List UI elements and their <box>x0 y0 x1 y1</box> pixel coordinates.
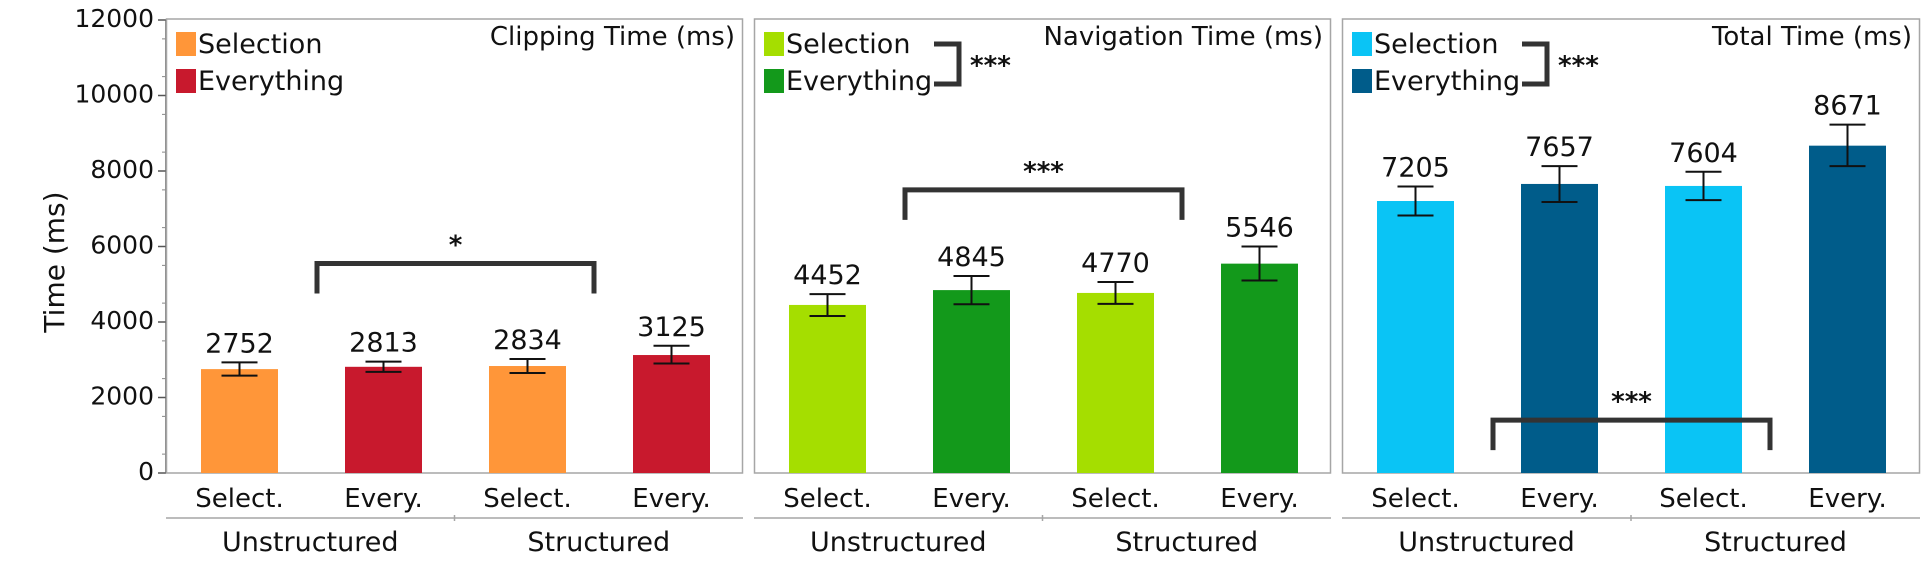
legend-label: Everything <box>1374 66 1520 97</box>
category-label: Select. <box>195 484 283 514</box>
legend-swatch <box>176 69 196 93</box>
value-label: 2752 <box>205 328 274 359</box>
y-tick-label: 10000 <box>74 80 154 109</box>
category-label: Select. <box>1071 484 1159 514</box>
category-label: Every. <box>1520 484 1598 514</box>
y-axis: 0 2000 4000 6000 8000 10000 12000 <box>74 4 167 486</box>
value-label: 3125 <box>637 312 706 343</box>
legend-significance-bracket <box>1522 41 1550 87</box>
value-label: 4770 <box>1081 248 1150 279</box>
category-label: Select. <box>483 484 571 514</box>
value-label: 4845 <box>937 242 1006 273</box>
legend-swatch <box>176 32 196 56</box>
value-label: 7205 <box>1381 152 1450 183</box>
group-label: Structured <box>1704 527 1847 558</box>
panel-1: Clipping Time (ms) Selection Everything 275… <box>165 18 744 558</box>
group-label: Unstructured <box>222 527 399 558</box>
y-tick-label: 4000 <box>90 306 154 335</box>
panel-title: Total Time (ms) <box>1711 22 1912 52</box>
value-label: 2813 <box>349 328 418 359</box>
category-label: Every. <box>1220 484 1298 514</box>
significance-label: *** <box>1023 157 1064 187</box>
group-label: Structured <box>527 527 670 558</box>
legend-label: Everything <box>198 66 344 97</box>
value-label: 7657 <box>1525 132 1594 163</box>
value-label: 4452 <box>793 260 862 291</box>
category-label: Every. <box>632 484 710 514</box>
chart-panels: Clipping Time (ms) Selection Everything 275… <box>165 18 1921 558</box>
bar <box>1077 292 1154 473</box>
group-label: Unstructured <box>810 527 987 558</box>
category-label: Every. <box>932 484 1010 514</box>
bar <box>345 366 422 473</box>
y-tick-label: 12000 <box>74 4 154 33</box>
value-label: 7604 <box>1669 138 1738 169</box>
y-tick-label: 6000 <box>90 231 154 260</box>
bar <box>1377 201 1454 474</box>
legend-swatch <box>1352 69 1372 93</box>
bar <box>1521 183 1598 474</box>
bar <box>789 304 866 473</box>
value-label: 2834 <box>493 325 562 356</box>
panel-2: Navigation Time (ms) Selection Everything *… <box>753 18 1332 558</box>
legend-swatch <box>1352 32 1372 56</box>
bar <box>1665 185 1742 473</box>
category-label: Select. <box>1659 484 1747 514</box>
panel-3: Total Time (ms) Selection Everything *** 720… <box>1341 18 1921 558</box>
significance-bracket <box>314 260 597 294</box>
category-label: Select. <box>783 484 871 514</box>
plot-frame <box>753 18 1332 474</box>
category-label: Every. <box>344 484 422 514</box>
legend-swatch <box>764 69 784 93</box>
y-tick-label: 8000 <box>90 155 154 184</box>
significance-bracket <box>1490 417 1773 451</box>
legend-label: Selection <box>1374 29 1498 60</box>
panel-title: Clipping Time (ms) <box>490 22 735 52</box>
value-label: 5546 <box>1225 213 1294 244</box>
category-label: Every. <box>1808 484 1886 514</box>
plot-frame <box>1341 18 1921 474</box>
bar <box>1809 145 1886 474</box>
group-label: Structured <box>1115 527 1258 558</box>
bar <box>1221 263 1298 473</box>
legend-label: Selection <box>198 29 322 60</box>
category-label: Select. <box>1371 484 1459 514</box>
legend-significance-label: *** <box>1558 51 1599 81</box>
legend-label: Everything <box>786 66 932 97</box>
significance-label: *** <box>1611 387 1652 417</box>
panel-title: Navigation Time (ms) <box>1043 22 1323 52</box>
bar <box>489 366 566 473</box>
legend-swatch <box>764 32 784 56</box>
plot-frame <box>165 18 744 474</box>
legend-label: Selection <box>786 29 910 60</box>
bar <box>933 290 1010 473</box>
bar <box>633 355 710 473</box>
y-tick-label: 2000 <box>90 382 154 411</box>
legend-significance-label: *** <box>970 51 1011 81</box>
legend-significance-bracket <box>934 41 962 87</box>
y-tick-label: 0 <box>138 457 154 486</box>
bar <box>201 369 278 473</box>
significance-label: * <box>449 230 463 260</box>
value-label: 8671 <box>1813 91 1882 122</box>
group-label: Unstructured <box>1398 527 1575 558</box>
significance-bracket <box>902 187 1185 220</box>
y-axis-label: Time (ms) <box>38 191 71 333</box>
